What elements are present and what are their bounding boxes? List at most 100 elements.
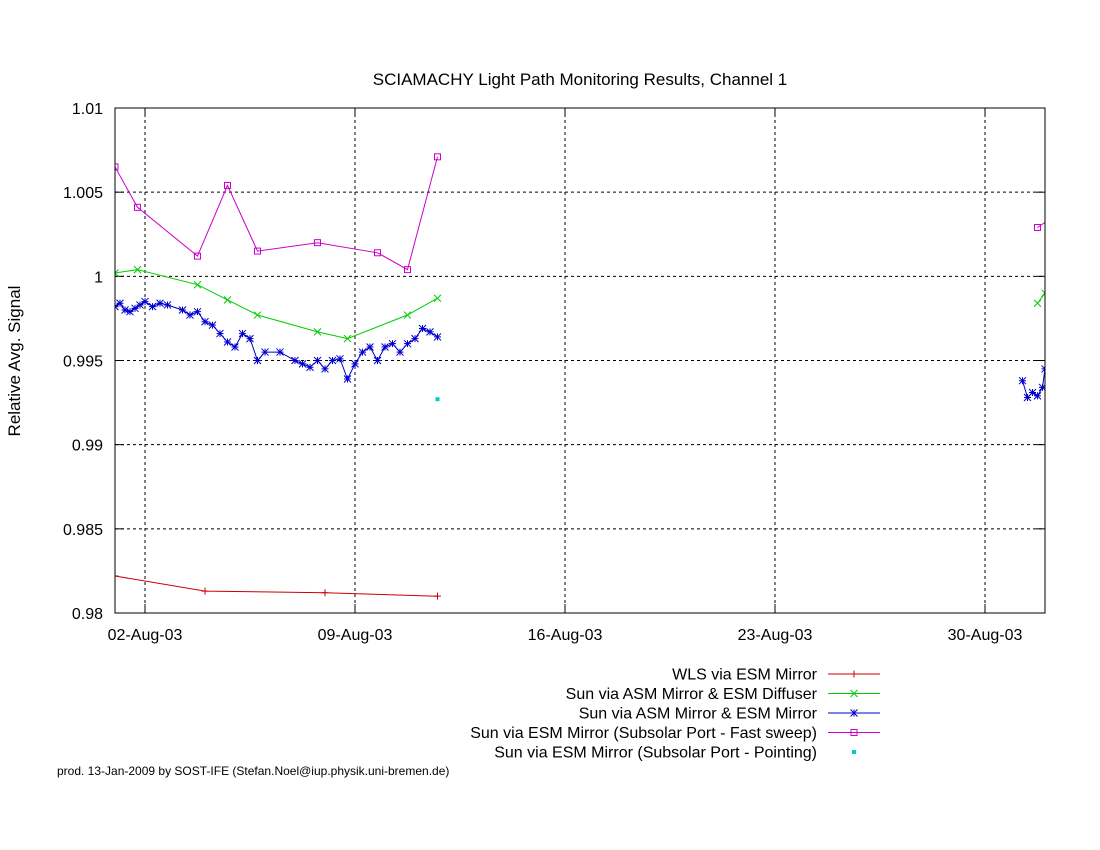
x-tick-label: 23-Aug-03 [738,627,813,644]
data-point [223,338,232,346]
series-line [115,575,438,597]
ticks: 0.98 0.985 0.99 0.995 1 1.005 1.01 02-Aug-03 09-… [63,101,1045,644]
data-point [131,304,139,313]
data-point [343,334,352,343]
data-point [126,307,134,316]
data-point [403,311,412,319]
legend-marker [850,689,858,698]
data-point [321,365,329,373]
data-point [358,348,367,356]
x-tick-label: 02-Aug-03 [108,627,183,644]
data-point [434,153,441,161]
data-point [115,269,119,277]
data-point [314,239,321,247]
data-point [194,252,201,260]
data-point [193,280,202,289]
y-tick-label: 0.98 [72,606,103,623]
y-tick-label: 1.005 [63,185,103,202]
data-point [1033,391,1042,400]
data-point [1067,394,1074,401]
data-point [1034,224,1041,232]
data-point [1038,383,1045,392]
data-point [208,321,217,330]
data-point [201,587,209,595]
series-1 [115,572,441,600]
data-point [1070,221,1076,227]
data-point [343,375,352,383]
data-point [178,306,187,314]
data-point [276,348,284,356]
series-line [115,156,1045,271]
legend-item: WLS via ESM Mirror [672,667,880,684]
y-axis-label: Relative Avg. Signal [5,286,24,437]
legend-item: Sun via ESM Mirror (Subsolar Port - Fast… [470,725,880,742]
data-point [193,307,202,316]
data-point [141,297,149,306]
data-point [201,317,209,326]
data-point [224,181,231,189]
data-point [381,343,389,351]
data-point [254,247,261,255]
series-3 [115,297,1074,402]
data-point [1018,376,1027,385]
data-point [246,334,254,343]
series-4 [115,153,1076,274]
data-point [231,343,239,351]
data-point [433,333,442,341]
data-point [433,294,442,303]
series-group [115,153,1076,600]
data-point [115,572,119,580]
legend-label: WLS via ESM Mirror [672,667,818,684]
legend-marker [850,729,858,736]
data-point [1041,289,1045,298]
y-tick-label: 1 [94,269,103,286]
legend-marker [850,670,858,678]
y-tick-label: 0.995 [63,354,103,371]
data-point [1028,388,1037,397]
production-credit: prod. 13-Jan-2009 by SOST-IFE (Stefan.No… [57,764,450,778]
data-point [435,397,440,402]
data-point [426,328,434,336]
y-tick-label: 1.01 [72,101,103,118]
data-point [434,592,441,600]
data-point [156,299,164,308]
chart-title: SCIAMACHY Light Path Monitoring Results,… [373,70,788,89]
legend-label: Sun via ESM Mirror (Subsolar Port - Fast… [470,725,817,742]
legend-item: Sun via ASM Mirror & ESM Diffuser [566,686,880,703]
data-point [121,306,129,314]
y-tick-label: 0.985 [63,522,103,539]
x-tick-label: 16-Aug-03 [528,627,603,644]
legend-label: Sun via ESM Mirror (Subsolar Port - Poin… [494,745,817,762]
data-point [1047,386,1054,393]
data-point [186,311,194,319]
data-point [388,339,397,348]
data-point [411,334,419,343]
data-point [163,301,172,309]
x-tick-label: 30-Aug-03 [948,627,1023,644]
data-point [216,329,224,338]
data-point [328,356,337,365]
data-point [261,348,269,356]
data-point [298,360,307,368]
data-point [1023,393,1032,402]
legend-label: Sun via ASM Mirror & ESM Mirror [579,706,818,723]
data-point [336,354,344,363]
data-point [351,360,359,368]
data-point [1050,214,1056,220]
legend-item: Sun via ESM Mirror (Subsolar Port - Poin… [494,745,856,762]
data-point [133,265,142,274]
data-point [321,589,329,597]
legend-item: Sun via ASM Mirror & ESM Mirror [579,706,880,723]
data-point [134,203,141,211]
data-point [1062,372,1069,379]
data-point [238,329,247,338]
data-point [403,339,412,348]
x-tick-label: 09-Aug-03 [318,627,393,644]
data-point [404,266,411,274]
legend: WLS via ESM Mirror Sun via ASM Mirror & E… [470,667,880,762]
data-point [313,328,322,336]
data-point [223,296,232,304]
data-point [418,324,427,333]
legend-marker [850,709,858,717]
